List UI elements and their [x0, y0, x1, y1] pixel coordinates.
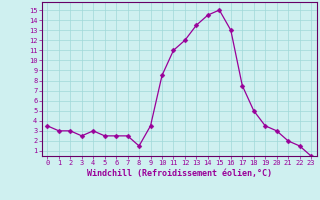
X-axis label: Windchill (Refroidissement éolien,°C): Windchill (Refroidissement éolien,°C): [87, 169, 272, 178]
